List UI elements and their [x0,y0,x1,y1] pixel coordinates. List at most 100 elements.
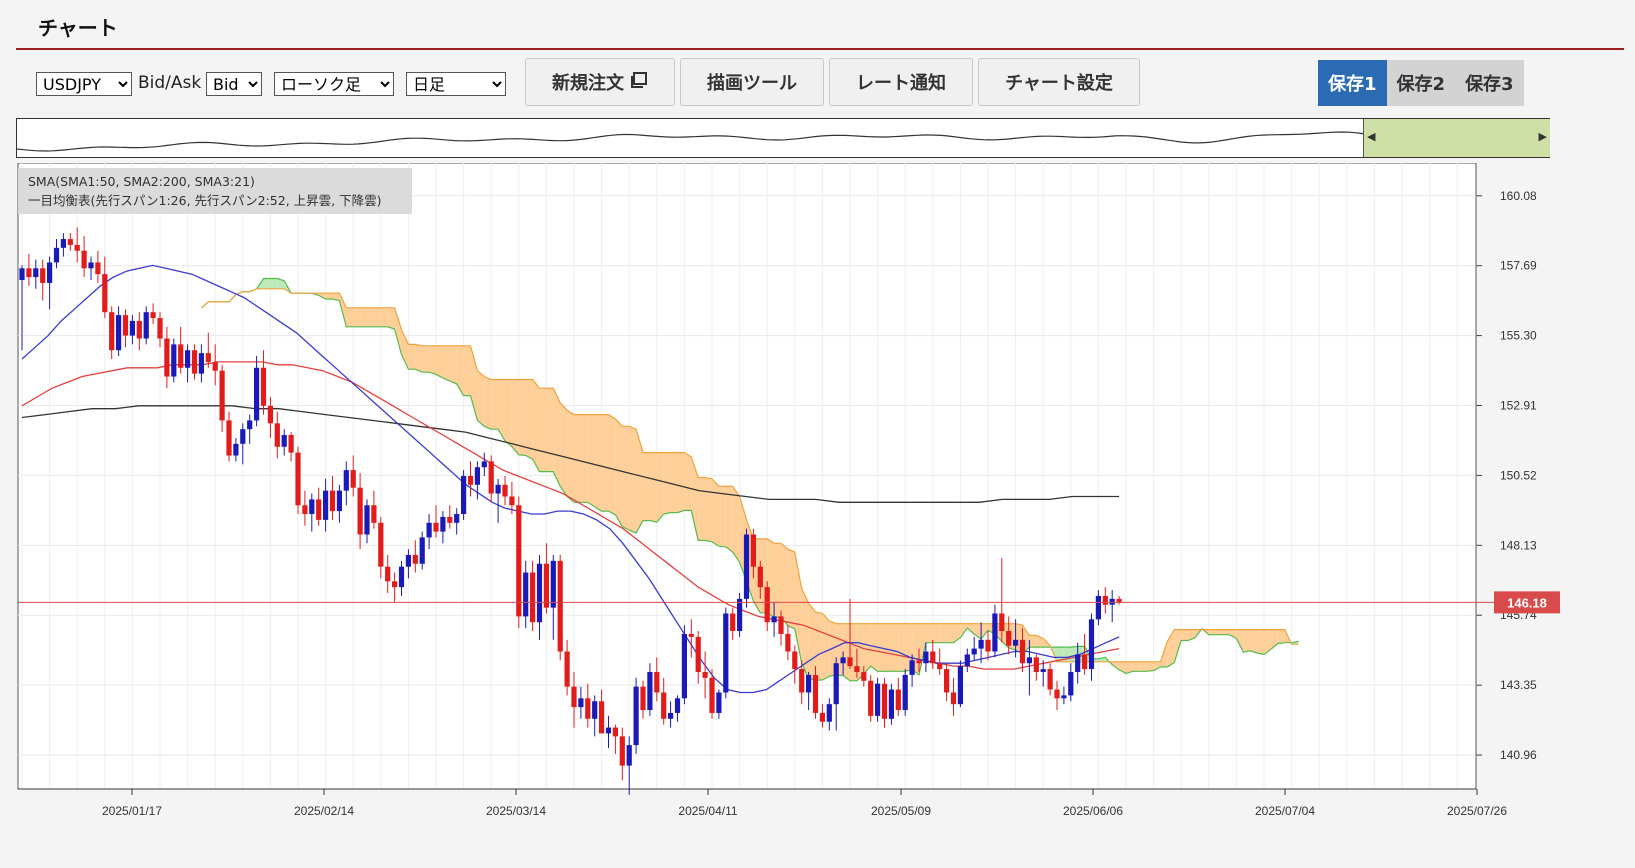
candle-body [819,712,825,722]
candle [1102,587,1108,614]
candle-body [944,669,950,693]
candle-body [647,671,653,711]
candle [895,677,901,716]
candle-body [633,686,639,746]
cloud-segment [580,414,588,503]
chart-settings-button[interactable]: チャート設定 [978,58,1140,106]
candle-body [661,692,667,719]
candle-body [447,516,453,523]
cloud-segment [1181,629,1189,641]
candle [950,677,957,716]
save-slot-3-button[interactable]: 保存3 [1455,60,1524,106]
candle [681,625,687,705]
cloud-segment [1146,661,1154,672]
cloud-segment [560,402,568,497]
cloud-segment [774,543,781,618]
candle [1013,619,1019,658]
cloud-segment [1257,629,1264,655]
candle [233,437,239,462]
candle-body [295,452,301,506]
cloud-segment [698,477,706,541]
candle [612,724,618,754]
current-price-label: 146.18 [1507,595,1547,610]
navigator-right-arrow-icon[interactable]: ▶ [1538,130,1547,143]
candle-body [33,268,39,278]
candle [778,610,784,646]
cloud-segment [256,278,264,289]
cloud-segment [401,329,409,370]
candle-body [702,671,708,678]
candle [626,736,632,795]
candle [302,490,308,526]
candle-body [957,666,963,705]
candle-body [53,247,60,263]
candle [392,572,398,602]
candle-body [688,633,694,637]
candle [647,663,653,716]
drawing-tools-button[interactable]: 描画ツール [680,58,824,106]
cloud-segment [974,623,982,640]
candle-body [323,490,329,520]
candle-body [247,420,253,430]
y-tick-label: 150.52 [1500,468,1537,482]
candle-body [164,338,170,377]
save-slots: 保存1 保存2 保存3 [1318,60,1524,106]
candle-body [1019,639,1026,664]
candle [88,256,94,281]
sma-200-line [21,405,1120,503]
candle [964,648,970,672]
candle [619,727,625,781]
candle-body [81,250,87,269]
candle [743,528,750,608]
candle-body [40,268,46,283]
chart-type-select[interactable]: ローソク足 [274,72,394,96]
candle-body [764,587,770,623]
cloud-segment [1264,629,1271,655]
chart-navigator[interactable]: ◀ ▶ [16,118,1550,158]
price-side-select[interactable]: Bid [206,72,262,96]
save-slot-1-button[interactable]: 保存1 [1318,60,1387,106]
candle [1006,616,1012,655]
candle-body [812,674,819,713]
candle-body [723,613,729,693]
candle [757,560,763,599]
navigator-left-arrow-icon[interactable]: ◀ [1367,130,1376,143]
candle [378,516,384,579]
candle-body [536,563,543,623]
rate-alert-button[interactable]: レート通知 [829,58,973,106]
candle-body [267,405,273,424]
candle [592,695,598,737]
navigator-overview-line [17,131,1548,152]
price-chart[interactable]: 160.08 157.69 155.30 152.91 150.52 148.13 145.… [16,162,1624,864]
candle-body [826,704,832,722]
candle-body [364,505,370,535]
cloud-segment [587,414,595,507]
candle-body [1054,689,1060,699]
period-select[interactable]: 日足 [406,72,506,96]
candle [350,455,356,497]
cloud-segment [456,345,464,396]
candle-body [737,598,743,632]
candle [1109,590,1115,623]
cloud-segment [718,486,726,547]
candle [633,677,639,754]
symbol-select[interactable]: USDJPY [36,72,132,96]
candle-body [219,370,225,421]
save-slot-2-button[interactable]: 保存2 [1386,60,1456,106]
candle [164,326,170,389]
candle-body [185,350,191,368]
cloud-segment [608,414,616,515]
cloud-segment [511,379,519,455]
candle-body [930,651,936,664]
candle-body [695,636,701,672]
candle [316,487,322,526]
candle-body [985,639,991,652]
candle-body [854,666,860,672]
cloud-segment [622,426,630,531]
navigator-range-window[interactable]: ◀ ▶ [1363,119,1550,157]
x-tick-label: 2025/07/26 [1447,804,1507,818]
title-bar: チャート [16,0,1624,50]
new-order-button[interactable]: 新規注文 [525,58,675,106]
cloud-segment [367,307,374,327]
x-tick-label: 2025/07/04 [1255,804,1315,818]
